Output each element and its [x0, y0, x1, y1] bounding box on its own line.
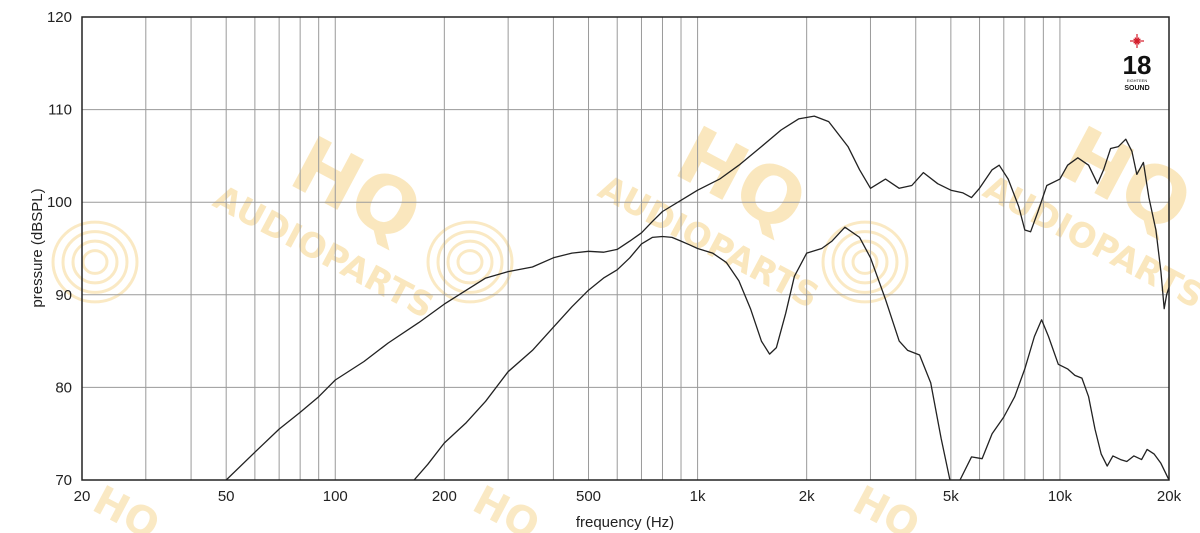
x-tick-label: 5k	[943, 488, 959, 505]
y-tick-label: 100	[47, 194, 72, 211]
x-tick-label: 100	[323, 488, 348, 505]
logo-subtitle: EIGHTEEN	[1127, 78, 1148, 83]
brand-logo: 18 EIGHTEEN SOUND	[1123, 34, 1152, 92]
x-tick-label: 20k	[1157, 488, 1182, 505]
y-tick-label: 110	[48, 102, 72, 119]
y-tick-label: 90	[55, 287, 72, 304]
y-tick-label: 70	[55, 472, 72, 489]
series-lines	[225, 115, 1169, 480]
x-tick-label: 1k	[690, 488, 706, 505]
watermark-text: HQ	[466, 477, 547, 533]
speaker-watermark-icon	[426, 220, 514, 304]
speaker-watermark-icon	[821, 220, 909, 304]
y-axis-label: pressure (dBSPL)	[29, 188, 46, 307]
x-tick-label: 20	[74, 488, 91, 505]
speaker-watermark-icon	[51, 220, 139, 304]
watermark-text: HQ	[86, 477, 167, 533]
x-tick-label: 200	[432, 488, 457, 505]
y-tick-label: 80	[55, 379, 72, 396]
plot-frame	[81, 16, 1170, 481]
x-tick-label: 50	[218, 488, 235, 505]
series-line-2	[413, 226, 1169, 480]
x-tick-label: 10k	[1048, 488, 1073, 505]
grid	[81, 16, 1170, 481]
tick-labels: 20 50 100 200 500 1k 2k 5k 10k 20k 70 80 90 100 110 120	[47, 9, 1182, 505]
logo-number: 18	[1123, 50, 1152, 80]
watermark-text: HQ	[846, 477, 927, 533]
logo-word: SOUND	[1124, 85, 1149, 92]
x-tick-label: 500	[576, 488, 601, 505]
x-axis-label: frequency (Hz)	[576, 514, 674, 531]
y-tick-label: 120	[47, 9, 72, 26]
star-icon	[1130, 34, 1144, 48]
series-line-1	[225, 115, 1169, 480]
x-tick-label: 2k	[799, 488, 815, 505]
